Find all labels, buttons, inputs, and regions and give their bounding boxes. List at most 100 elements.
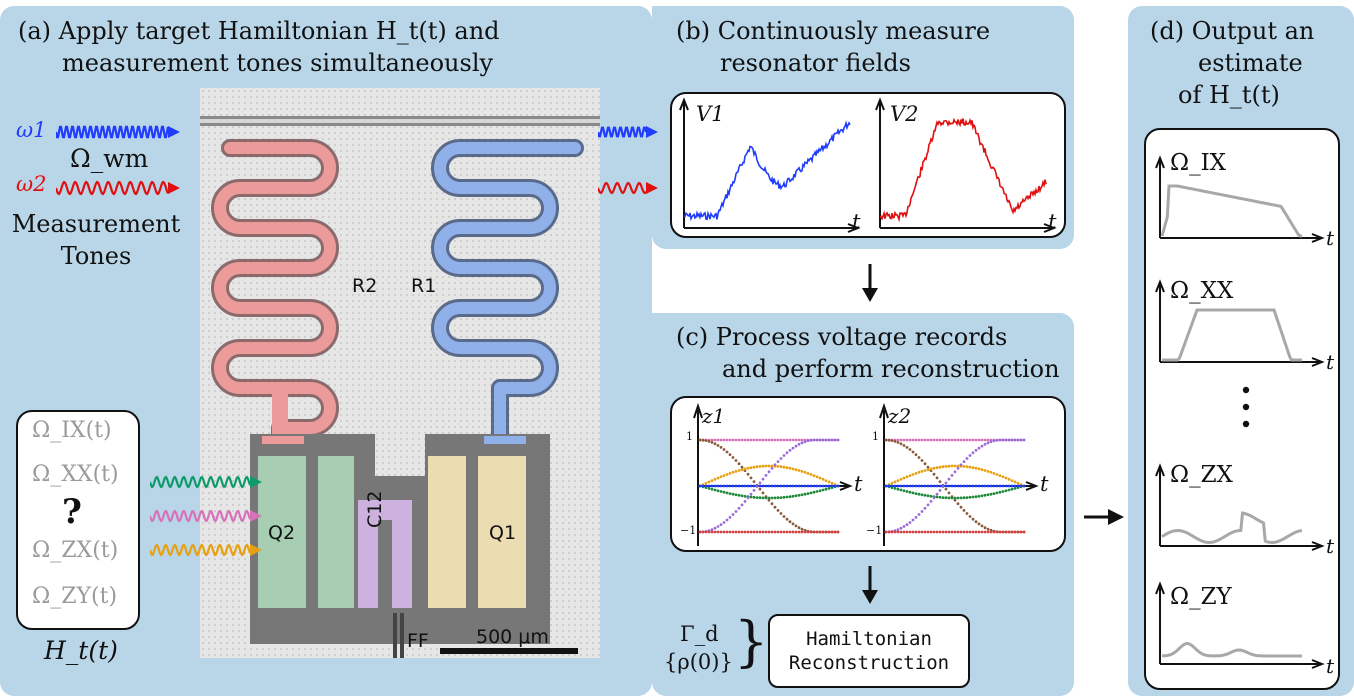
- estimate-plots: [1155, 155, 1325, 669]
- z-curve-point: [803, 492, 807, 496]
- z-curve-point: [995, 491, 999, 495]
- z-curve-point: [767, 464, 771, 468]
- z-curve-point: [746, 472, 750, 476]
- z-curve-point: [791, 522, 795, 526]
- z-curve-point: [938, 438, 942, 442]
- z-curve-point: [893, 487, 897, 490]
- z-curve-point: [965, 484, 969, 488]
- z-curve-point: [713, 438, 717, 442]
- z-curve-point: [1019, 530, 1023, 534]
- z-curve-point: [926, 494, 930, 498]
- reconstruction-line2: Reconstruction: [788, 652, 950, 674]
- z-curve-point: [788, 438, 792, 442]
- z-curve-point: [917, 470, 921, 474]
- z-curve-point: [788, 484, 792, 488]
- z-curve-point: [761, 530, 765, 534]
- z-curve-point: [818, 530, 822, 534]
- panel-b-title-line1: (b) Continuously measure: [676, 17, 991, 45]
- z-curve-point: [713, 484, 717, 488]
- z-curve-point: [965, 465, 969, 469]
- input-gamma: Γ_d: [680, 622, 719, 646]
- z-curve-point: [731, 438, 735, 442]
- z-curve-point: [890, 439, 894, 442]
- z-curve-point: [782, 454, 786, 457]
- z-curve-point: [884, 530, 888, 534]
- z-curve-point: [749, 492, 753, 496]
- z-curve-point: [1004, 489, 1008, 493]
- z-curve-point: [722, 530, 726, 534]
- z-curve-point: [995, 530, 999, 534]
- z-curve-point: [1007, 438, 1011, 442]
- z-curve-point: [968, 454, 972, 457]
- z-curve-point: [737, 493, 741, 497]
- z-curve-point: [737, 484, 741, 488]
- z-curve-point: [749, 466, 753, 470]
- label-r2: R2: [352, 275, 378, 297]
- z-curve-point: [1010, 438, 1014, 442]
- est-zx-label: Ω_ZX: [1170, 462, 1233, 488]
- v2-label: V2: [890, 102, 919, 126]
- z-curve-point: [794, 530, 798, 534]
- z-curve-point: [980, 530, 984, 534]
- z-curve-point: [1004, 438, 1008, 442]
- z-curve-point: [953, 484, 957, 488]
- z-curve-point: [776, 465, 780, 468]
- z-curve-point: [947, 491, 951, 495]
- z-curve-point: [983, 530, 987, 534]
- z-curve-point: [785, 466, 789, 470]
- z-curve-point: [737, 462, 741, 466]
- z-curve-point: [911, 518, 915, 522]
- z-curve-point: [911, 491, 915, 495]
- z2-tick-top: 1: [872, 430, 879, 443]
- z-curve-point: [893, 530, 897, 534]
- z-curve-point: [827, 484, 831, 488]
- z-curve-point: [974, 466, 978, 470]
- tone2-label: ω2: [16, 172, 47, 196]
- z-curve-point: [932, 466, 936, 470]
- z-curve-point: [944, 496, 948, 500]
- z-curve-point: [830, 484, 834, 488]
- z-curve-point: [818, 489, 822, 493]
- z-curve-point: [749, 438, 753, 442]
- z-curve-point: [743, 467, 747, 471]
- z-curve-point: [794, 468, 798, 472]
- z-curve-point: [719, 523, 723, 526]
- z-curve-point: [893, 484, 897, 488]
- z-curve-point: [785, 484, 789, 488]
- z-curve-point: [917, 530, 921, 534]
- z-curve-point: [803, 440, 807, 444]
- z-curve-point: [827, 438, 831, 442]
- z-curve-point: [968, 495, 972, 499]
- z-curve-point: [737, 530, 741, 534]
- z-curve-point: [779, 465, 783, 469]
- z-curve-point: [1016, 530, 1020, 534]
- z-curve-point: [815, 438, 819, 442]
- z-curve-point: [890, 481, 894, 485]
- z-curve-point: [926, 468, 930, 472]
- z-curve-point: [791, 467, 795, 471]
- z-curve-point: [911, 530, 915, 534]
- z-curve-point: [791, 530, 795, 534]
- est-t3: t: [1326, 534, 1335, 558]
- estimate-curve: [1161, 511, 1303, 545]
- z-curve-point: [740, 468, 744, 472]
- z-curve-point: [896, 528, 900, 531]
- z-curve-point: [965, 438, 969, 442]
- z-curve-point: [950, 464, 954, 468]
- z-curve-point: [704, 530, 708, 534]
- z-curve-point: [941, 530, 945, 534]
- z-curve-point: [800, 530, 804, 534]
- z-curve-point: [833, 484, 837, 488]
- z-curve-point: [974, 448, 978, 452]
- input-brace: }: [734, 610, 769, 673]
- z-curve-point: [731, 530, 735, 534]
- z-curve-point: [986, 438, 990, 442]
- z-curve-point: [770, 484, 774, 488]
- estimate-curve: [1161, 641, 1302, 658]
- z-curve-point: [827, 530, 831, 534]
- z-curve-point: [725, 450, 729, 454]
- z-curve-point: [806, 484, 810, 488]
- z-curve-point: [740, 438, 744, 442]
- term-zx: Ω_ZX(t): [32, 538, 119, 563]
- z-curve-point: [923, 469, 927, 472]
